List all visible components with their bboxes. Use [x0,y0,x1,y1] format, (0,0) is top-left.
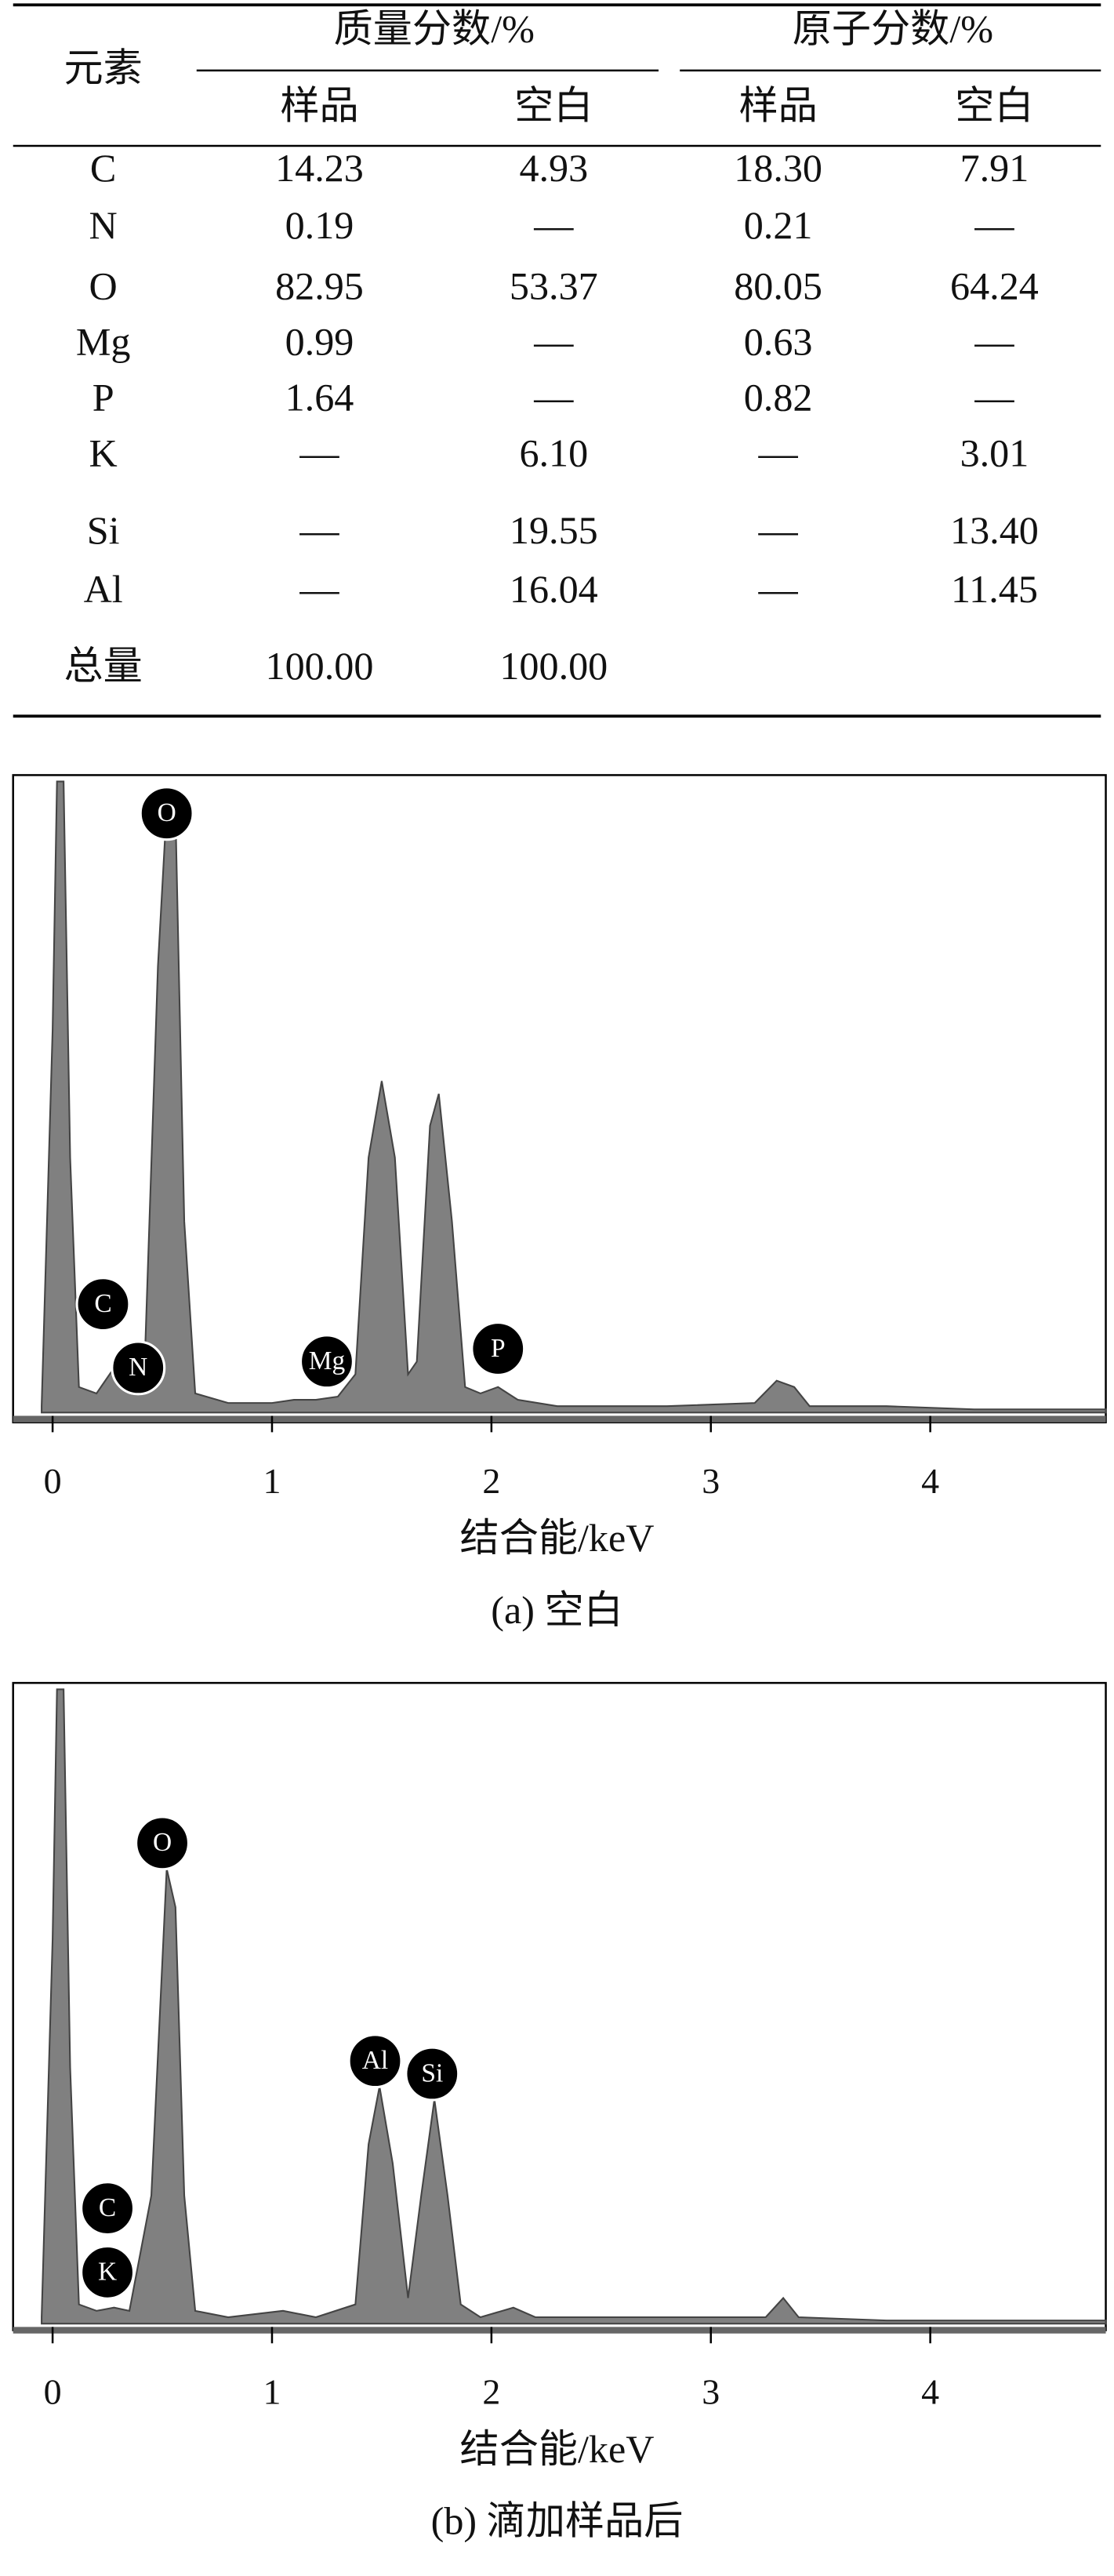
x-tick-label: 2 [482,2372,500,2412]
plot-frame [12,1681,1107,2331]
peak-marker [80,2244,136,2300]
peak-label: N [129,1353,147,1382]
peak-label: O [153,1828,172,1857]
table-cell: 80.05 [734,263,822,307]
table-cell: 14.23 [275,146,364,190]
peak-marker [80,2181,136,2236]
table-cell: — [974,375,1014,419]
table-cell: 4.93 [519,146,588,190]
group-header: 原子分数/% [793,6,993,50]
sub-header: 空白 [514,84,593,128]
x-axis-label: 结合能/keV [460,1516,655,1560]
x-tick-label: 2 [482,1461,500,1501]
x-tick-label: 1 [263,2372,281,2412]
header-cell: 元素 [64,45,143,89]
table-cell: — [533,203,574,247]
peak-label: C [94,1289,111,1318]
x-tick-label: 4 [921,1461,939,1501]
peak-label: Mg [309,1346,346,1375]
peak-label: Al [362,2046,388,2075]
caption: (b) 滴加样品后 [431,2499,684,2543]
table-cell: 7.91 [960,146,1029,190]
table-cell: 0.82 [744,375,813,419]
table-cell: — [758,508,799,552]
peak-marker [470,1321,526,1377]
plot-frame [12,774,1107,1424]
peak-marker [299,1334,354,1390]
table-cell: 3.01 [960,431,1029,475]
table-cell: 100.00 [499,644,608,688]
peak-label: O [158,798,176,827]
table-cell: 0.99 [285,319,354,363]
table-cell: 1.64 [285,375,354,419]
table-cell: 6.10 [519,431,588,475]
peak-marker [135,1815,191,1871]
table-cell: — [974,319,1014,363]
table-cell: Mg [76,319,131,363]
table-cell: 53.37 [510,263,598,307]
sub-header: 样品 [280,84,358,128]
peak-label: P [491,1334,506,1363]
table-cell: P [93,375,114,419]
peak-label: Si [421,2058,443,2087]
table-cell: 18.30 [734,146,822,190]
x-tick-label: 3 [702,1461,720,1501]
table-cell: K [89,431,118,475]
table-cell: — [299,431,339,475]
peak-label: C [99,2193,116,2222]
table-cell: Si [87,508,120,552]
x-tick-label: 0 [44,2372,62,2412]
x-tick-label: 0 [44,1461,62,1501]
peak-label: K [98,2258,117,2287]
x-tick-label: 1 [263,1461,281,1501]
table-cell: 0.19 [285,203,354,247]
table-cell: 19.55 [510,508,598,552]
table-cell: 0.63 [744,319,813,363]
group-header: 质量分数/% [334,6,535,50]
x-tick-label: 4 [921,2372,939,2412]
table-cell: 13.40 [950,508,1039,552]
table-cell: 11.45 [951,567,1038,611]
table-cell: 总量 [64,644,143,688]
table-cell: — [533,375,574,419]
table-cell: Al [84,567,123,611]
table-cell: — [758,431,799,475]
x-tick-label: 3 [702,2372,720,2412]
table-cell: 16.04 [510,567,598,611]
peak-marker [111,1340,166,1396]
table-cell: — [974,203,1014,247]
table-cell: C [90,146,116,190]
table-cell: 100.00 [266,644,374,688]
sub-header: 样品 [738,84,817,128]
table-cell: 82.95 [275,263,364,307]
peak-marker [347,2033,403,2089]
table-cell: 64.24 [950,263,1039,307]
table-cell: 0.21 [744,203,813,247]
table-cell: — [299,508,339,552]
spectrum [41,1688,1107,2325]
table-cell: — [299,567,339,611]
table-cell: — [533,319,574,363]
caption: (a) 空白 [491,1588,622,1632]
sub-header: 空白 [955,84,1033,128]
table-cell: O [89,263,118,307]
peak-marker [405,2046,460,2102]
peak-marker [75,1277,131,1332]
table-cell: N [89,203,118,247]
table-cell: — [758,567,799,611]
x-axis-label: 结合能/keV [460,2427,655,2471]
peak-marker [139,786,194,841]
